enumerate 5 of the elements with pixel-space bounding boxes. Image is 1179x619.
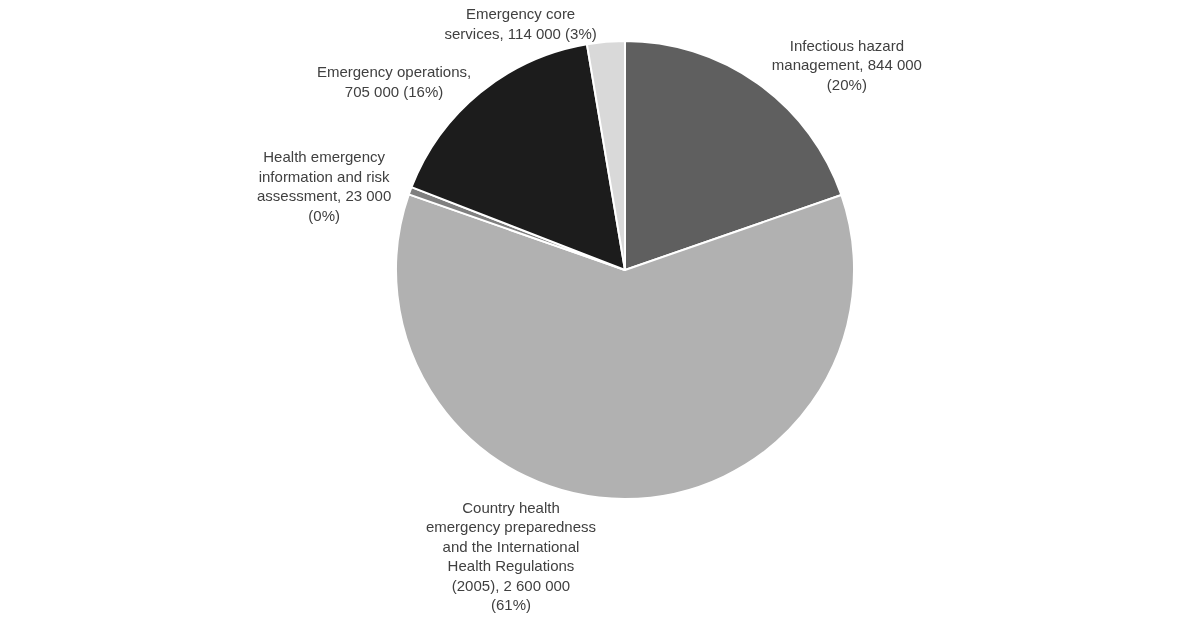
slice-label: Emergency operations, 705 000 (16%) [316,63,472,100]
slice-label: Infectious hazard management, 844 000 (20%) [771,36,922,93]
slice-label: Country health emergency preparedness and the International Health Regulations (2005), 2 600 000 (61%) [425,499,597,614]
slice-label: Health emergency information and risk assessment, 23 000 (0%) [257,148,392,224]
slice-label: Emergency core services, 114 000 (3%) [444,5,597,42]
